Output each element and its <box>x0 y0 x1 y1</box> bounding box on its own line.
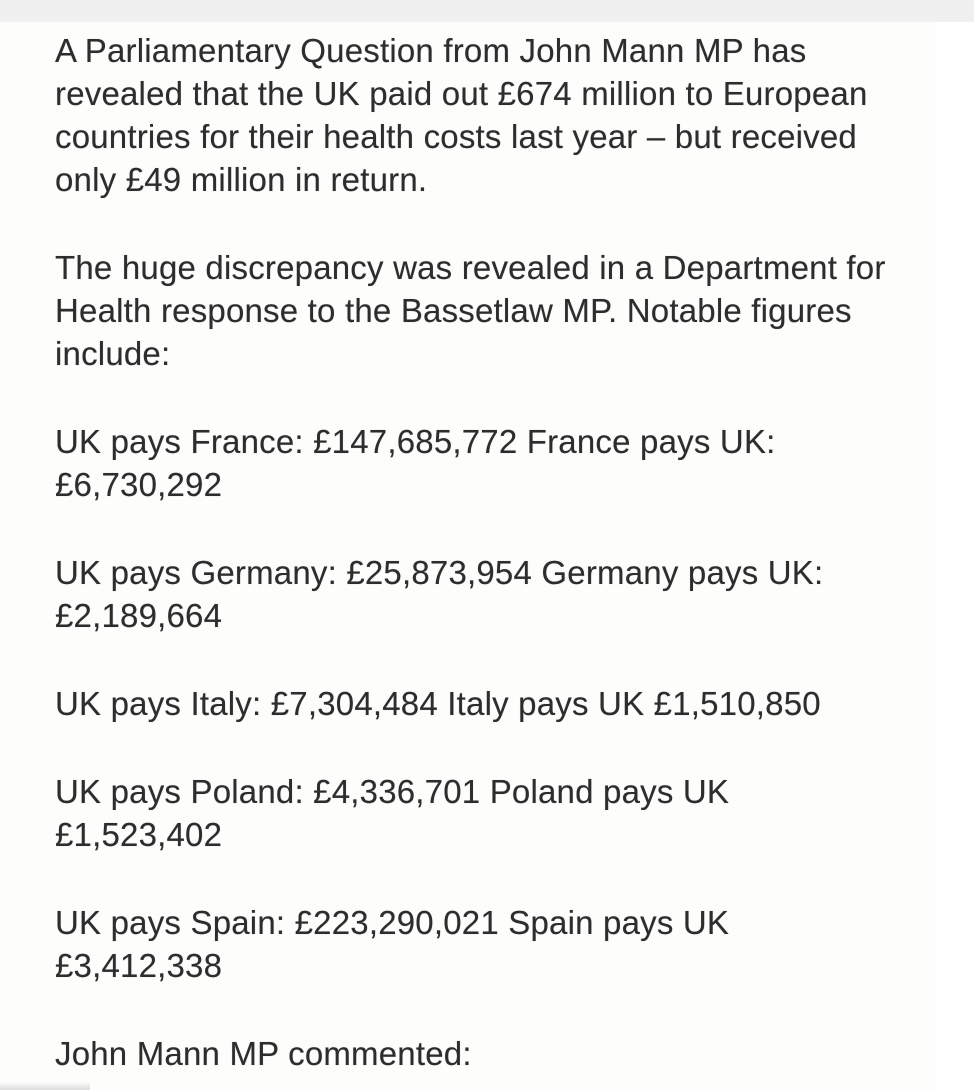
article-text-column: A Parliamentary Question from John Mann … <box>0 22 935 1090</box>
paragraph-italy-figures: UK pays Italy: £7,304,484 Italy pays UK … <box>55 685 821 722</box>
paragraph-poland-figures: UK pays Poland: £4,336,701 Poland pays U… <box>55 773 730 853</box>
paragraph-intro: A Parliamentary Question from John Mann … <box>55 32 868 198</box>
top-edge-strip <box>0 0 974 22</box>
paragraph-spain-figures: UK pays Spain: £223,290,021 Spain pays U… <box>55 904 730 984</box>
paragraph-comment-lead-in: John Mann MP commented: <box>55 1035 472 1072</box>
paragraph-germany-figures: UK pays Germany: £25,873,954 Germany pay… <box>55 554 824 634</box>
paragraph-discrepancy: The huge discrepancy was revealed in a D… <box>55 249 886 372</box>
paragraph-france-figures: UK pays France: £147,685,772 France pays… <box>55 423 776 503</box>
photo-corner-smudge <box>0 1082 90 1090</box>
